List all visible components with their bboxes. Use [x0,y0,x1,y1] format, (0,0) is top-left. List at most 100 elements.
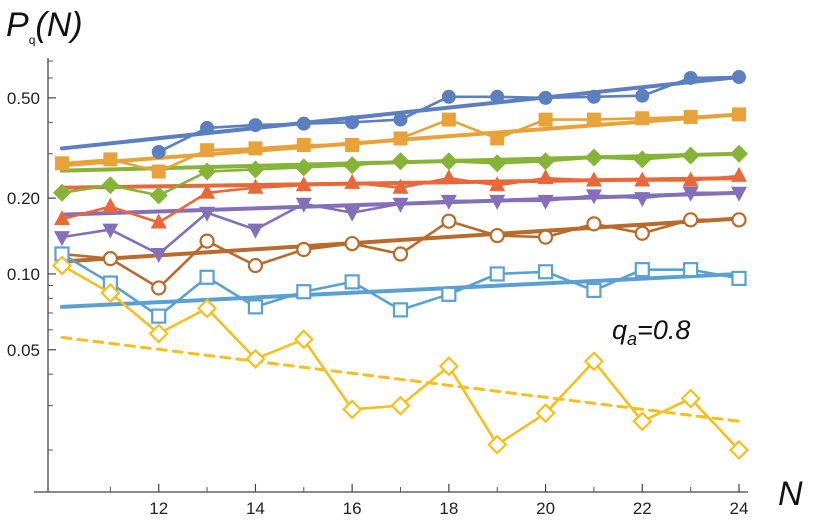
series-group [51,255,750,461]
data-point [730,144,748,163]
data-point [295,197,312,213]
data-point [439,152,458,171]
x-axis: 12 14 16 18 20 22 24 [34,484,748,518]
data-point [489,266,505,282]
data-point [54,231,70,247]
data-point [151,280,167,296]
data-point [102,251,118,267]
data-point [392,246,409,262]
data-point [683,262,699,278]
data-point [635,111,650,126]
series-group [151,70,746,159]
data-point [490,89,505,104]
data-point [633,150,652,169]
x-tick-label: 18 [439,499,458,518]
x-tick-label: 14 [246,499,265,518]
data-point [199,206,216,222]
y-ticks: 0.05 0.10 0.20 0.50 [7,60,56,451]
fit-line [60,271,741,309]
data-point [731,212,747,228]
data-point [199,183,216,199]
data-point [438,356,459,377]
data-point [200,143,215,158]
data-point [634,192,651,208]
data-point [248,118,263,133]
data-point [634,262,650,278]
data-point [586,112,601,127]
annotation-qa: qa=0.8 [612,315,690,349]
data-point [440,194,457,210]
data-point [489,227,505,244]
data-point [489,176,506,192]
data-point [683,70,698,85]
data-point [102,197,119,213]
fit-line [60,335,741,423]
data-point [55,156,69,171]
y-tick-label: 0.20 [7,189,40,208]
data-point [295,176,312,192]
data-point [102,223,119,239]
y-axis-title-main: P [6,6,29,44]
data-point [344,274,360,290]
data-point [101,176,120,195]
data-point [538,90,553,105]
data-point [635,88,650,103]
series-group [54,212,747,296]
data-point [148,323,169,344]
data-point [198,162,217,181]
annotation-subscript: a [627,329,637,349]
data-point [247,299,264,315]
data-point [103,152,118,167]
data-point [585,171,602,187]
data-point [293,329,314,350]
fit-line [60,216,741,264]
x-tick-label: 24 [730,499,749,518]
data-point [488,154,507,173]
data-point [248,141,263,156]
data-point [731,186,747,202]
data-point [294,158,313,177]
data-point [247,178,264,194]
y-axis-title: Pq(N) [6,6,83,47]
data-point [732,70,746,85]
data-point [634,225,650,241]
data-point [392,178,409,194]
data-point [296,284,312,300]
series-group [54,166,747,229]
y-tick-label: 0.10 [7,265,40,284]
data-point [441,112,456,127]
data-point [150,213,167,229]
data-point [586,89,601,104]
data-point [392,302,409,318]
data-point [393,112,408,127]
data-point [149,186,168,205]
data-point [732,107,746,122]
data-point [683,212,699,228]
data-point [680,388,701,409]
x-tick-label: 16 [343,499,362,518]
data-point [345,138,360,153]
data-point [100,282,121,304]
y-tick-label: 0.50 [7,89,40,108]
data-point [682,186,699,202]
data-point [584,148,603,167]
data-point [537,229,554,245]
data-point [344,206,361,222]
data-point [296,241,312,258]
data-point [731,270,747,287]
series-group [54,186,747,263]
data-point [344,173,361,189]
data-point [441,89,456,104]
data-point [344,235,360,252]
data-series [51,70,750,461]
plot-area [51,70,750,461]
series-group [55,107,746,179]
data-point [247,223,264,239]
data-point [54,210,70,226]
data-point [441,286,457,302]
data-point [490,131,505,146]
data-point [200,120,215,135]
data-point [245,348,266,369]
data-point [393,131,408,146]
